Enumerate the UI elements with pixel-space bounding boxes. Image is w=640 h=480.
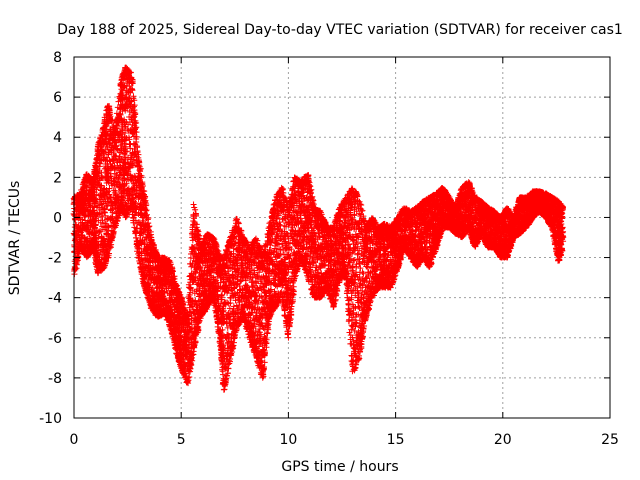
data-point — [81, 214, 88, 221]
data-point — [79, 228, 86, 235]
data-point — [134, 220, 141, 227]
data-point — [72, 235, 79, 242]
chart-title: Day 188 of 2025, Sidereal Day-to-day VTE… — [57, 22, 623, 38]
data-point — [190, 201, 197, 208]
data-point — [80, 234, 87, 241]
data-series — [70, 64, 567, 393]
data-point — [73, 260, 80, 267]
